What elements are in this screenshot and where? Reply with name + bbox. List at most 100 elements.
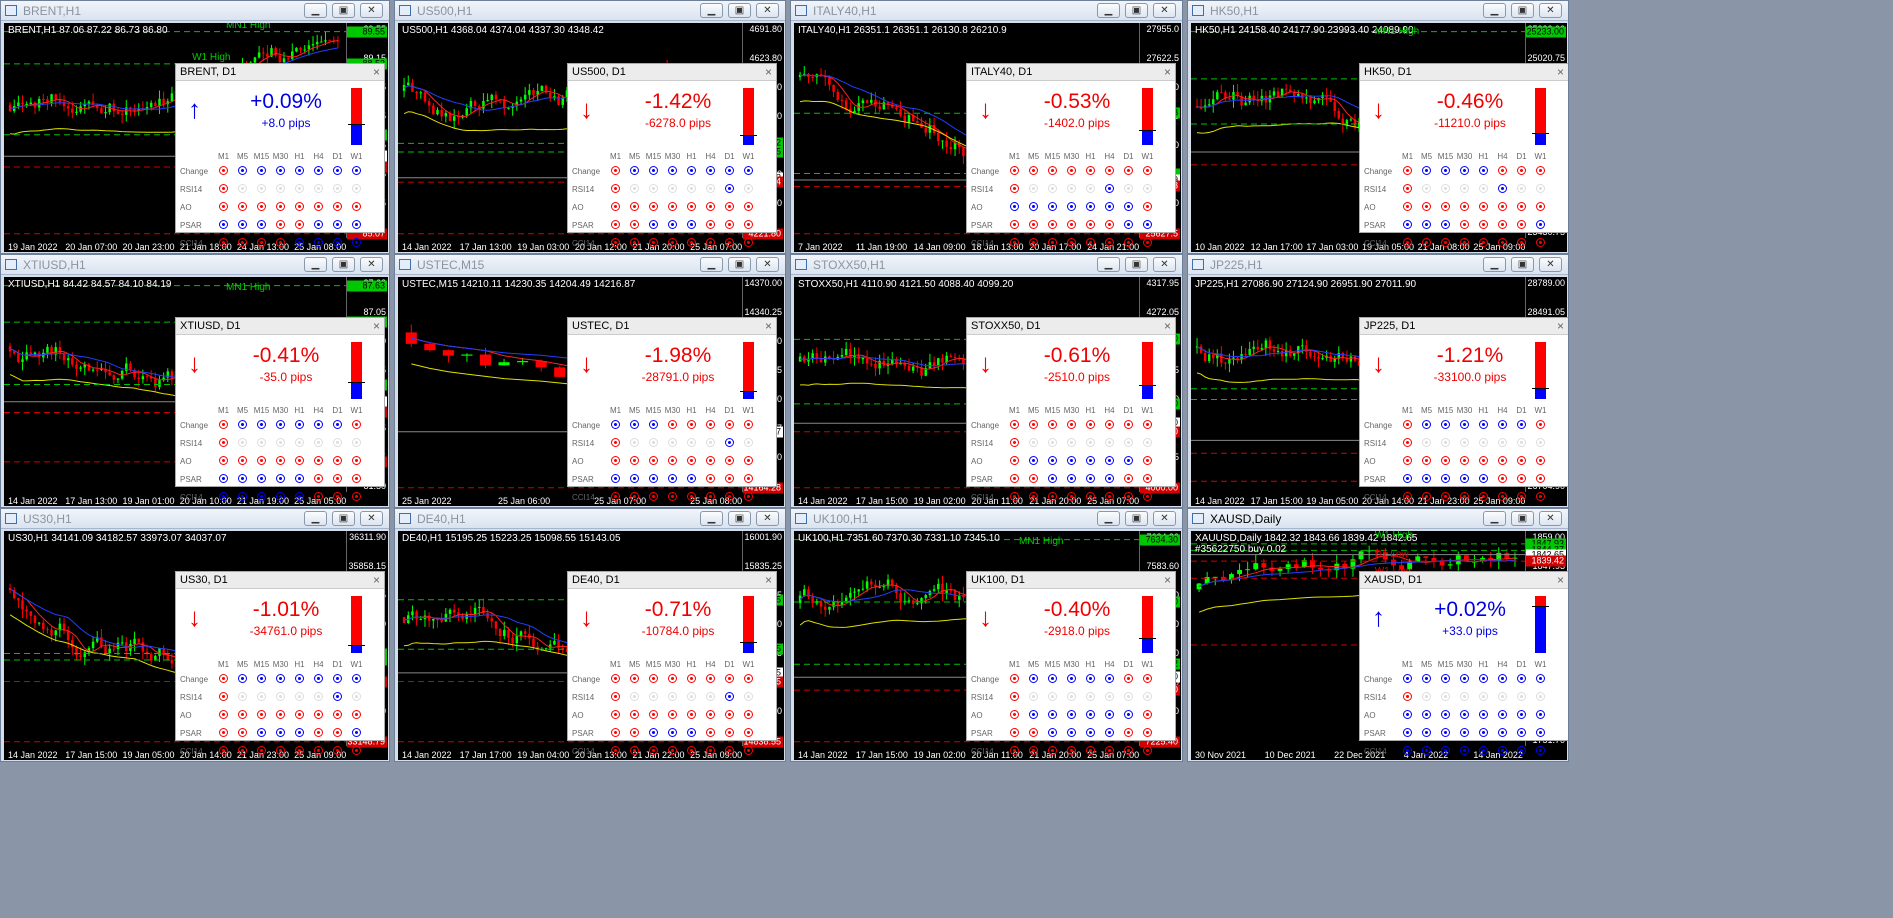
chart-window[interactable]: USTEC,M15 ▁ ▣ ✕ USTEC,M15 14210.11 14230.35 … xyxy=(394,254,786,508)
panel-close-icon[interactable]: × xyxy=(1556,573,1564,587)
chart-window[interactable]: US500,H1 ▁ ▣ ✕ US500,H1 4368.04 4374.04 4337… xyxy=(394,0,786,254)
window-titlebar[interactable]: XAUSD,Daily ▁ ▣ ✕ xyxy=(1188,509,1568,529)
minimize-icon[interactable]: ▁ xyxy=(1483,3,1506,18)
maximize-icon[interactable]: ▣ xyxy=(728,511,751,526)
maximize-icon[interactable]: ▣ xyxy=(1511,257,1534,272)
window-titlebar[interactable]: US500,H1 ▁ ▣ ✕ xyxy=(395,1,785,21)
candle-body xyxy=(895,107,898,110)
candle-body xyxy=(949,590,953,592)
close-icon[interactable]: ✕ xyxy=(1153,257,1176,272)
maximize-icon[interactable]: ▣ xyxy=(1125,3,1148,18)
chart-window[interactable]: XAUSD,Daily ▁ ▣ ✕ XAUUSD,Daily 1842.32 1843.… xyxy=(1187,508,1569,762)
close-icon[interactable]: ✕ xyxy=(756,257,779,272)
panel-close-icon[interactable]: × xyxy=(372,319,380,333)
signal-panel[interactable]: US30, D1 × ↓ -1.01% -34761.0 pips M1 M5 M15 M30 H… xyxy=(175,571,385,756)
minimize-icon[interactable]: ▁ xyxy=(700,257,723,272)
candle-body xyxy=(1333,101,1336,112)
minimize-icon[interactable]: ▁ xyxy=(1097,511,1120,526)
maximize-icon[interactable]: ▣ xyxy=(332,511,355,526)
minimize-icon[interactable]: ▁ xyxy=(304,3,327,18)
minimize-icon[interactable]: ▁ xyxy=(1483,511,1506,526)
window-titlebar[interactable]: XTIUSD,H1 ▁ ▣ ✕ xyxy=(1,255,389,275)
signal-dot-icon xyxy=(744,728,753,738)
panel-close-icon[interactable]: × xyxy=(372,65,380,79)
time-tick: 20 Jan 14:00 xyxy=(179,750,232,760)
signal-panel[interactable]: ITALY40, D1 × ↓ -0.53% -1402.0 pips M1 M5 M15 M3… xyxy=(966,63,1176,248)
candle-body xyxy=(79,655,82,658)
signal-dot-icon xyxy=(276,220,285,230)
signal-panel[interactable]: HK50, D1 × ↓ -0.46% -11210.0 pips M1 M5 M15 M30 H… xyxy=(1359,63,1568,248)
price-tick: 4623.80 xyxy=(749,53,782,63)
minimize-icon[interactable]: ▁ xyxy=(700,3,723,18)
close-icon[interactable]: ✕ xyxy=(1153,3,1176,18)
window-titlebar[interactable]: STOXX50,H1 ▁ ▣ ✕ xyxy=(791,255,1182,275)
panel-close-icon[interactable]: × xyxy=(372,573,380,587)
chart-window[interactable]: DE40,H1 ▁ ▣ ✕ DE40,H1 15195.25 15223.25 1509… xyxy=(394,508,786,762)
chart-window[interactable]: BRENT,H1 ▁ ▣ ✕ BRENT,H1 87.06 87.22 86.73 86… xyxy=(0,0,390,254)
chart-window[interactable]: STOXX50,H1 ▁ ▣ ✕ STOXX50,H1 4110.90 4121.50 … xyxy=(790,254,1183,508)
signal-panel[interactable]: XTIUSD, D1 × ↓ -0.41% -35.0 pips M1 M5 M15 M30 H1… xyxy=(175,317,385,502)
chart-window[interactable]: XTIUSD,H1 ▁ ▣ ✕ XTIUSD,H1 84.42 84.57 84.10 … xyxy=(0,254,390,508)
close-icon[interactable]: ✕ xyxy=(360,511,383,526)
maximize-icon[interactable]: ▣ xyxy=(332,257,355,272)
candle-body xyxy=(116,111,120,114)
window-titlebar[interactable]: HK50,H1 ▁ ▣ ✕ xyxy=(1188,1,1568,21)
maximize-icon[interactable]: ▣ xyxy=(728,3,751,18)
timeframe-header: M1 xyxy=(1008,659,1021,669)
minimize-icon[interactable]: ▁ xyxy=(1097,3,1120,18)
minimize-icon[interactable]: ▁ xyxy=(304,257,327,272)
candle-body xyxy=(832,601,835,607)
signal-panel[interactable]: DE40, D1 × ↓ -0.71% -10784.0 pips M1 M5 M15 M30 H… xyxy=(567,571,777,756)
signal-panel[interactable]: STOXX50, D1 × ↓ -0.61% -2510.0 pips M1 M5 M15 M3… xyxy=(966,317,1176,502)
minimize-icon[interactable]: ▁ xyxy=(304,511,327,526)
window-title: STOXX50,H1 xyxy=(813,258,886,272)
panel-close-icon[interactable]: × xyxy=(1163,573,1171,587)
close-icon[interactable]: ✕ xyxy=(360,257,383,272)
chart-window[interactable]: JP225,H1 ▁ ▣ ✕ JP225,H1 27086.90 27124.90 26… xyxy=(1187,254,1569,508)
close-icon[interactable]: ✕ xyxy=(756,511,779,526)
timeframe-header: M5 xyxy=(1027,405,1040,415)
signal-panel[interactable]: UK100, D1 × ↓ -0.40% -2918.0 pips M1 M5 M15 M30 H… xyxy=(966,571,1176,756)
window-titlebar[interactable]: JP225,H1 ▁ ▣ ✕ xyxy=(1188,255,1568,275)
maximize-icon[interactable]: ▣ xyxy=(1125,257,1148,272)
window-titlebar[interactable]: DE40,H1 ▁ ▣ ✕ xyxy=(395,509,785,529)
signal-panel[interactable]: JP225, D1 × ↓ -1.21% -33100.0 pips M1 M5 M15 M30… xyxy=(1359,317,1568,502)
minimize-icon[interactable]: ▁ xyxy=(700,511,723,526)
signal-panel[interactable]: USTEC, D1 × ↓ -1.98% -28791.0 pips M1 M5 M15 M30… xyxy=(567,317,777,502)
minimize-icon[interactable]: ▁ xyxy=(1097,257,1120,272)
signal-panel[interactable]: XAUSD, D1 × ↑ +0.02% +33.0 pips M1 M5 M15 M30 H1 H… xyxy=(1359,571,1568,756)
close-icon[interactable]: ✕ xyxy=(756,3,779,18)
panel-close-icon[interactable]: × xyxy=(1556,65,1564,79)
timeframe-header: D1 xyxy=(724,405,735,415)
maximize-icon[interactable]: ▣ xyxy=(1511,511,1534,526)
chart-window[interactable]: HK50,H1 ▁ ▣ ✕ HK50,H1 24158.40 24177.90 2399… xyxy=(1187,0,1569,254)
chart-window[interactable]: ITALY40,H1 ▁ ▣ ✕ ITALY40,H1 26351.1 26351.1 … xyxy=(790,0,1183,254)
panel-close-icon[interactable]: × xyxy=(764,319,772,333)
window-titlebar[interactable]: BRENT,H1 ▁ ▣ ✕ xyxy=(1,1,389,21)
close-icon[interactable]: ✕ xyxy=(1153,511,1176,526)
close-icon[interactable]: ✕ xyxy=(1539,3,1562,18)
window-titlebar[interactable]: USTEC,M15 ▁ ▣ ✕ xyxy=(395,255,785,275)
window-titlebar[interactable]: ITALY40,H1 ▁ ▣ ✕ xyxy=(791,1,1182,21)
chart-window[interactable]: UK100,H1 ▁ ▣ ✕ UK100,H1 7351.60 7370.30 7331… xyxy=(790,508,1183,762)
panel-close-icon[interactable]: × xyxy=(764,65,772,79)
close-icon[interactable]: ✕ xyxy=(360,3,383,18)
signal-panel[interactable]: US500, D1 × ↓ -1.42% -6278.0 pips M1 M5 M15 M30 H… xyxy=(567,63,777,248)
signal-dot-icon xyxy=(1067,238,1076,248)
maximize-icon[interactable]: ▣ xyxy=(728,257,751,272)
maximize-icon[interactable]: ▣ xyxy=(332,3,355,18)
close-icon[interactable]: ✕ xyxy=(1539,257,1562,272)
window-titlebar[interactable]: UK100,H1 ▁ ▣ ✕ xyxy=(791,509,1182,529)
window-titlebar[interactable]: US30,H1 ▁ ▣ ✕ xyxy=(1,509,389,529)
panel-close-icon[interactable]: × xyxy=(1163,319,1171,333)
minimize-icon[interactable]: ▁ xyxy=(1483,257,1506,272)
panel-close-icon[interactable]: × xyxy=(1163,65,1171,79)
timeframe-header: D1 xyxy=(1123,151,1134,161)
signal-panel[interactable]: BRENT, D1 × ↑ +0.09% +8.0 pips M1 M5 M15 M30 H1 H4… xyxy=(175,63,385,248)
maximize-icon[interactable]: ▣ xyxy=(1511,3,1534,18)
panel-close-icon[interactable]: × xyxy=(1556,319,1564,333)
panel-close-icon[interactable]: × xyxy=(764,573,772,587)
close-icon[interactable]: ✕ xyxy=(1539,511,1562,526)
chart-window[interactable]: US30,H1 ▁ ▣ ✕ US30,H1 34141.09 34182.57 3397… xyxy=(0,508,390,762)
maximize-icon[interactable]: ▣ xyxy=(1125,511,1148,526)
